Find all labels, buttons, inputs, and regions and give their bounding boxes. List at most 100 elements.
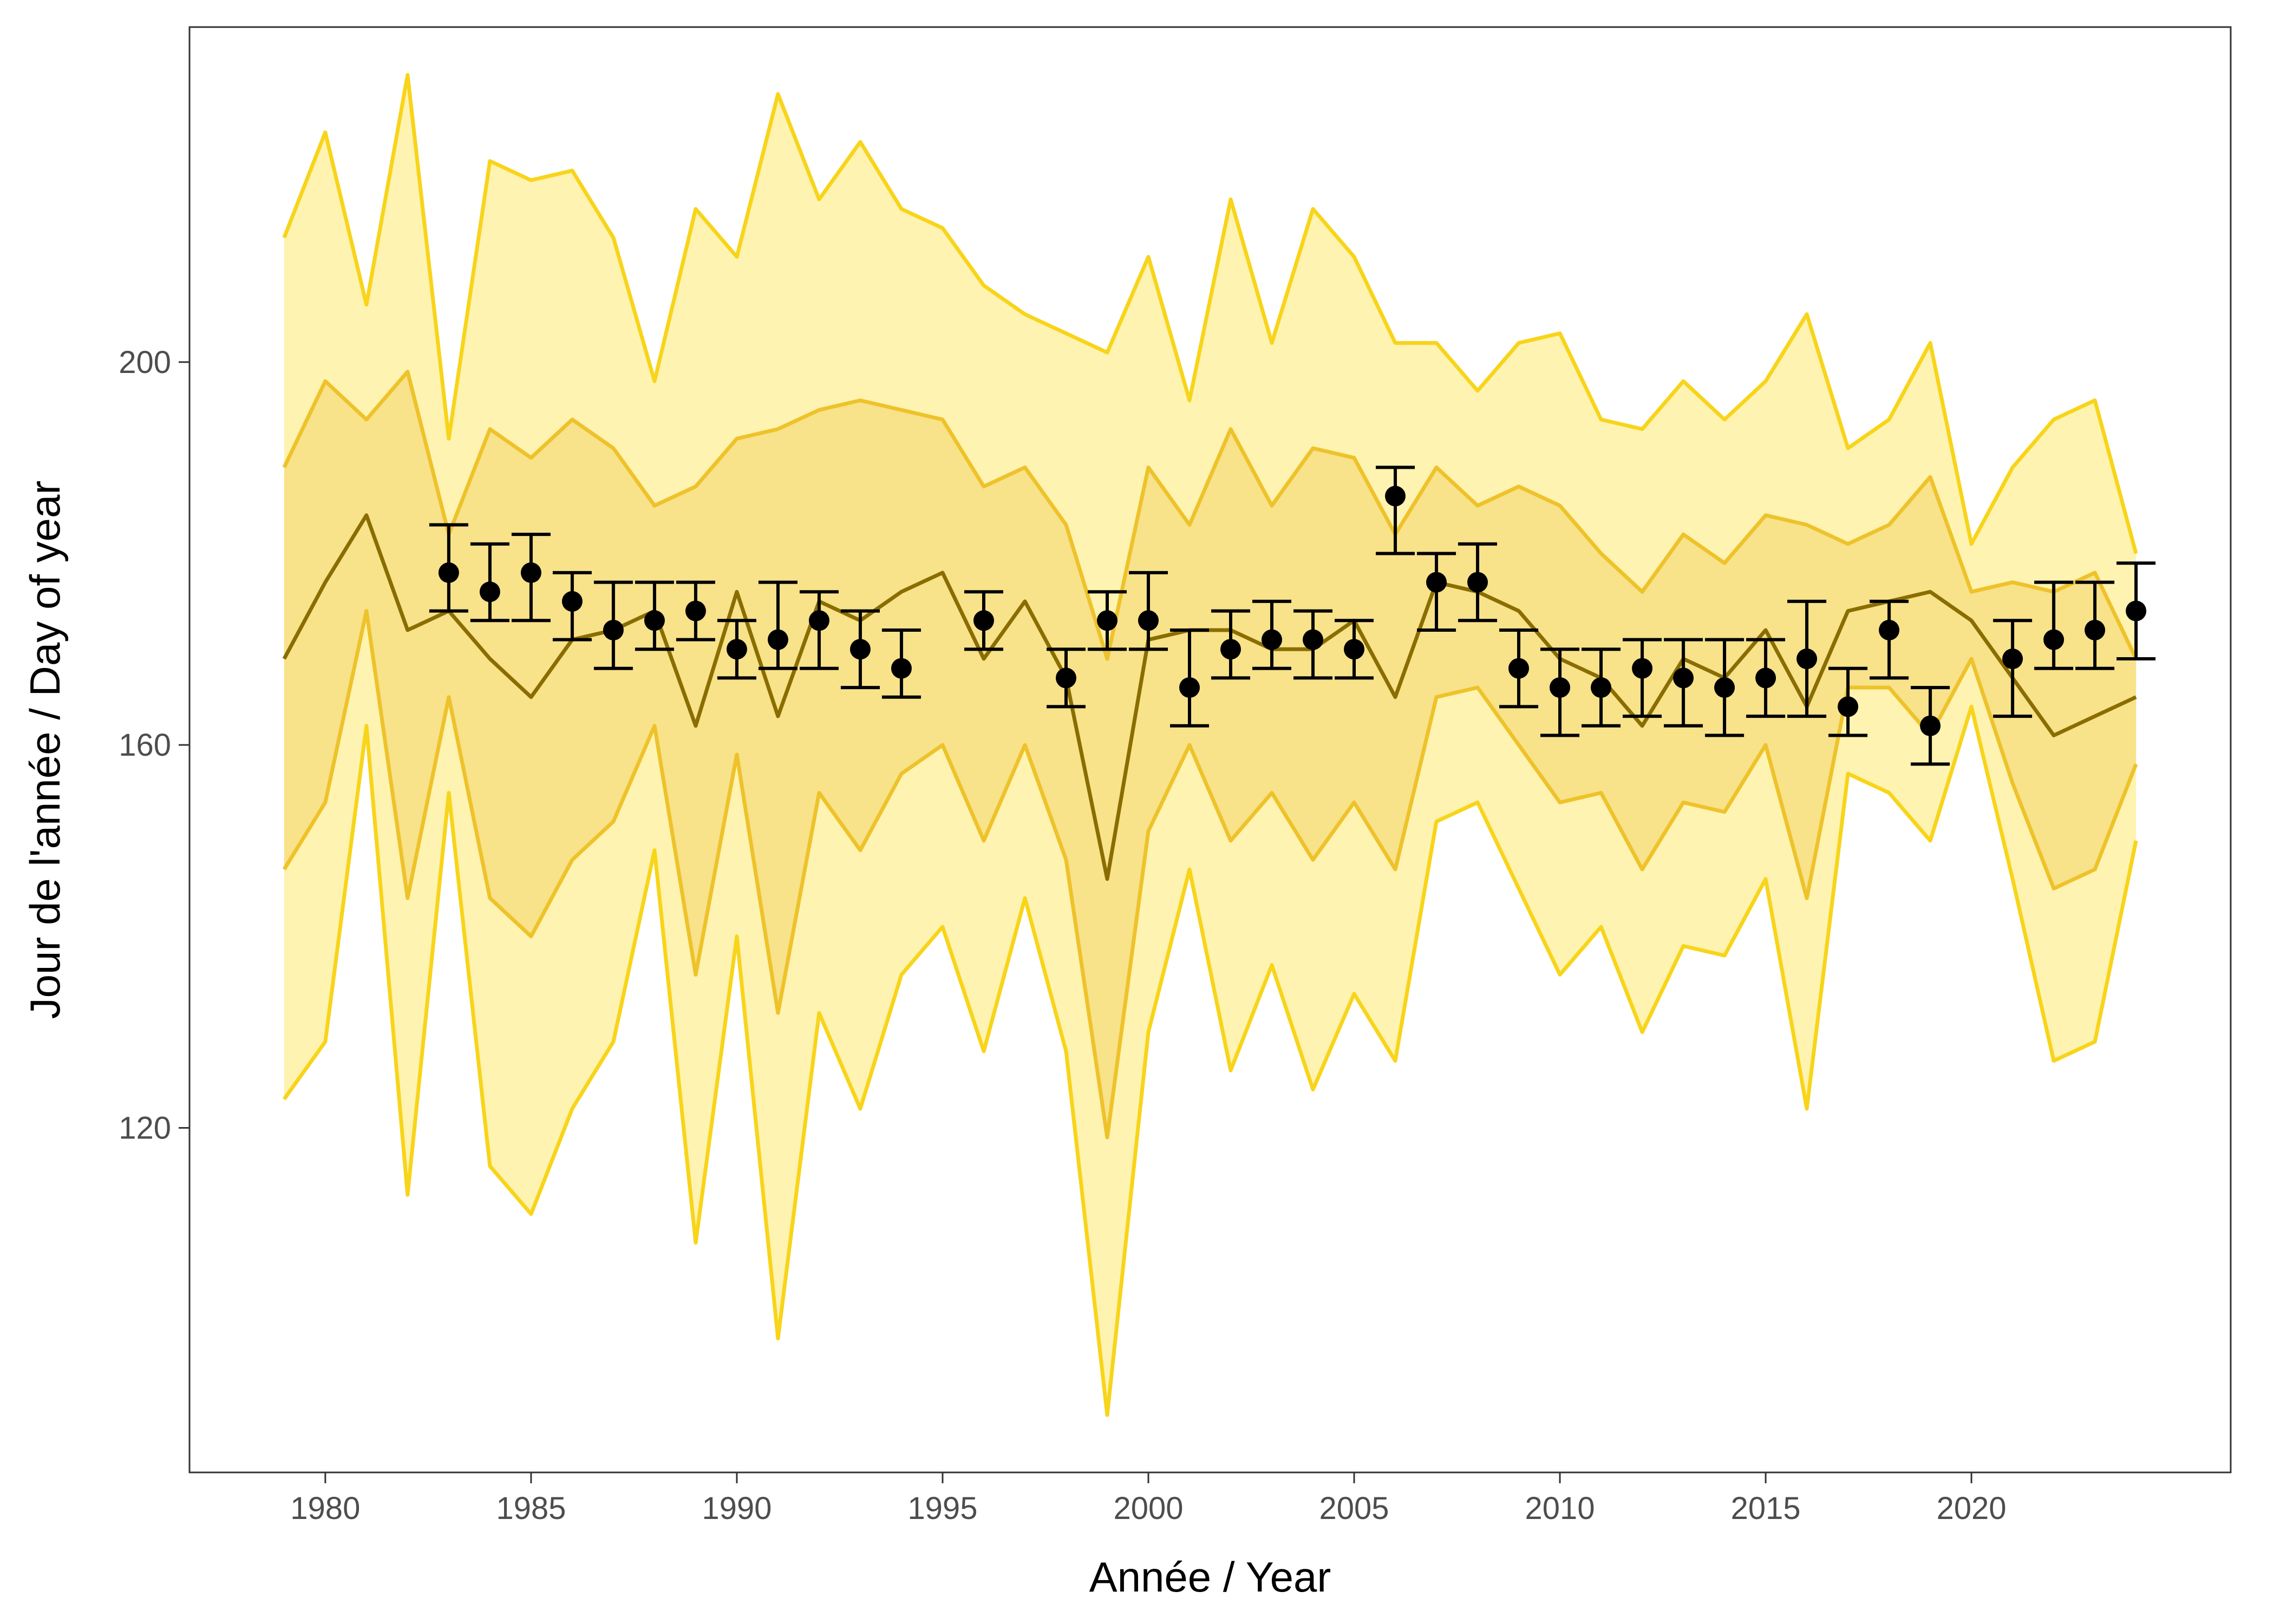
data-point xyxy=(685,600,706,621)
data-point xyxy=(850,639,871,660)
data-point xyxy=(726,639,747,660)
observation-2021 xyxy=(1993,619,2033,718)
observation-1999 xyxy=(1087,590,1127,651)
data-point xyxy=(1632,658,1653,679)
observation-1983 xyxy=(429,523,468,613)
x-tick-label: 2005 xyxy=(1319,1491,1389,1526)
observation-2003 xyxy=(1252,599,1292,670)
data-point xyxy=(2002,649,2023,670)
x-tick-label: 2015 xyxy=(1731,1491,1801,1526)
x-tick-label: 2020 xyxy=(1937,1491,2007,1526)
data-point xyxy=(1920,715,1941,736)
observation-2014 xyxy=(1705,638,1744,737)
observation-2022 xyxy=(2034,580,2074,670)
observation-1991 xyxy=(758,580,798,670)
observation-1984 xyxy=(470,542,509,623)
data-point xyxy=(973,610,994,631)
outer-upper-line xyxy=(282,73,2138,554)
observation-1998 xyxy=(1046,647,1086,709)
data-point xyxy=(1426,572,1447,593)
data-point xyxy=(891,658,912,679)
median-line xyxy=(282,513,2137,881)
observation-2004 xyxy=(1293,609,1333,680)
axes: 1980 1985 1990 1995 2000 2005 2010 2015 2020 120 1… xyxy=(119,345,2006,1526)
observation-2013 xyxy=(1664,638,1703,728)
inner-lower-line xyxy=(282,609,2138,1140)
observation-2018 xyxy=(1870,599,1909,680)
observation-2024 xyxy=(2116,561,2156,661)
inner-range-band xyxy=(284,371,2136,1138)
data-point xyxy=(1303,629,1324,650)
observation-2023 xyxy=(2075,580,2115,670)
observation-2011 xyxy=(1582,647,1621,728)
x-tick-label: 2010 xyxy=(1525,1491,1595,1526)
observation-2019 xyxy=(1911,686,1950,766)
observation-1988 xyxy=(635,580,674,651)
y-tick-label: 120 xyxy=(119,1110,171,1145)
observation-2005 xyxy=(1335,619,1374,680)
observation-2012 xyxy=(1623,638,1662,718)
data-point xyxy=(561,591,583,612)
data-point xyxy=(1714,677,1735,698)
inner-upper-line xyxy=(282,370,2138,661)
observation-2002 xyxy=(1211,609,1251,680)
y-axis-title: Jour de l'année / Day of year xyxy=(21,481,69,1019)
data-point xyxy=(1096,610,1118,631)
data-point xyxy=(1838,696,1859,717)
data-point xyxy=(2084,619,2106,640)
x-tick-label: 1990 xyxy=(702,1491,772,1526)
data-point xyxy=(479,581,500,603)
data-point xyxy=(1179,677,1200,698)
observation-2006 xyxy=(1376,466,1415,555)
data-point xyxy=(1591,677,1612,698)
data-point xyxy=(1385,486,1406,507)
data-point xyxy=(1550,677,1571,698)
data-point xyxy=(438,562,459,583)
observation-1990 xyxy=(717,619,756,680)
data-point xyxy=(644,610,665,631)
x-tick-label: 1995 xyxy=(907,1491,977,1526)
observation-1994 xyxy=(881,628,921,699)
observation-2016 xyxy=(1787,599,1827,718)
observation-1986 xyxy=(552,571,592,641)
data-point xyxy=(1344,639,1365,660)
data-point xyxy=(1673,667,1694,689)
observation-2017 xyxy=(1828,666,1868,737)
x-axis-title: Année / Year xyxy=(1089,1553,1331,1601)
observation-1989 xyxy=(676,580,715,641)
plot-area xyxy=(282,73,2156,1417)
panel-border xyxy=(188,26,2232,1474)
data-point xyxy=(603,619,624,640)
data-point xyxy=(1220,639,1241,660)
observation-2001 xyxy=(1169,628,1209,728)
data-point xyxy=(1755,667,1776,689)
y-tick-label: 200 xyxy=(119,345,171,380)
observation-2007 xyxy=(1417,552,1456,632)
observation-1996 xyxy=(964,590,1003,651)
observation-1985 xyxy=(511,533,551,623)
data-point xyxy=(1879,619,1900,640)
data-point xyxy=(1055,667,1076,689)
data-point xyxy=(808,610,829,631)
x-tick-label: 1985 xyxy=(496,1491,566,1526)
observation-2010 xyxy=(1540,647,1580,737)
data-point xyxy=(2126,600,2147,621)
observation-1987 xyxy=(593,580,633,670)
observation-1992 xyxy=(799,590,839,670)
data-point xyxy=(1262,629,1283,650)
outer-lower-line xyxy=(282,704,2138,1417)
observation-2015 xyxy=(1746,638,1786,718)
observation-2008 xyxy=(1458,542,1498,623)
data-point xyxy=(1796,649,1818,670)
data-point xyxy=(1138,610,1159,631)
y-tick-label: 160 xyxy=(119,728,171,763)
data-point xyxy=(2043,629,2064,650)
observation-2009 xyxy=(1499,628,1539,709)
data-point xyxy=(520,562,541,583)
data-point xyxy=(1467,572,1488,593)
data-point xyxy=(1508,658,1530,679)
data-point xyxy=(767,629,788,650)
observation-2000 xyxy=(1128,571,1168,651)
x-tick-label: 1980 xyxy=(290,1491,360,1526)
